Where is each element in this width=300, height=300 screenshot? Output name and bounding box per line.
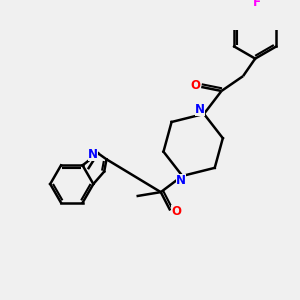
Text: N: N (176, 174, 186, 187)
Text: O: O (171, 205, 181, 218)
Text: F: F (253, 0, 260, 9)
Text: N: N (88, 148, 98, 161)
Text: O: O (190, 79, 200, 92)
Text: N: N (195, 103, 205, 116)
